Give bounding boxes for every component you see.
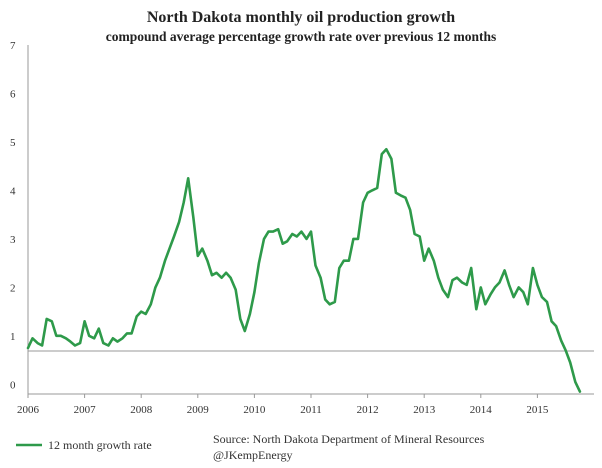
legend-label: 12 month growth rate bbox=[48, 438, 152, 452]
x-axis-ticks: 2006 2007 2008 2009 2010 2011 2012 2013 2014 2015 bbox=[17, 394, 549, 416]
x-tick-label: 2006 bbox=[17, 404, 40, 416]
x-tick-label: 2011 bbox=[300, 404, 322, 416]
y-tick-label: 4 bbox=[10, 185, 16, 197]
x-tick-label: 2015 bbox=[526, 404, 549, 416]
y-tick-label: 3 bbox=[10, 234, 16, 246]
y-axis-ticks: 0 1 2 3 4 5 6 7 bbox=[10, 40, 16, 391]
x-tick-label: 2010 bbox=[243, 404, 266, 416]
x-tick-label: 2007 bbox=[74, 404, 97, 416]
source-text: Source: North Dakota Department of Miner… bbox=[213, 432, 485, 446]
chart-subtitle: compound average percentage growth rate … bbox=[106, 29, 496, 44]
x-tick-label: 2012 bbox=[357, 404, 379, 416]
y-tick-label: 2 bbox=[10, 282, 16, 294]
series-line-12-month-growth-rate bbox=[26, 147, 582, 393]
y-tick-label: 6 bbox=[10, 88, 16, 100]
chart-title: North Dakota monthly oil production grow… bbox=[147, 9, 455, 26]
y-tick-label: 5 bbox=[10, 137, 16, 149]
y-tick-label: 7 bbox=[10, 40, 16, 52]
x-tick-label: 2008 bbox=[130, 404, 153, 416]
y-tick-label: 0 bbox=[10, 379, 16, 391]
x-tick-label: 2009 bbox=[187, 404, 210, 416]
y-tick-label: 1 bbox=[10, 331, 16, 343]
x-tick-label: 2014 bbox=[470, 404, 493, 416]
source-handle: @JKempEnergy bbox=[213, 448, 292, 462]
x-tick-label: 2013 bbox=[413, 404, 436, 416]
